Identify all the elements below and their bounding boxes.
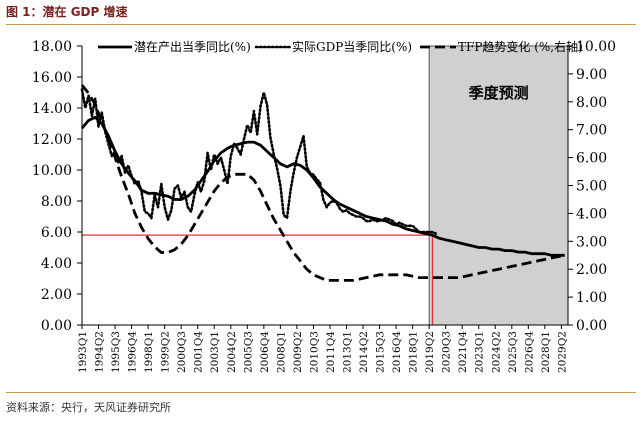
legend-label: 潜在产出当季同比(%): [134, 40, 251, 54]
right-tick-label: 8.00: [576, 95, 607, 111]
right-tick-label: 4.00: [576, 206, 607, 222]
series-actual-gdp: [80, 88, 438, 235]
right-tick-label: 10.00: [576, 39, 616, 55]
x-tick-label: 2013Q1: [341, 331, 353, 373]
left-tick-label: 2.00: [41, 287, 72, 303]
x-tick-label: 2023Q1: [474, 331, 486, 373]
gdp-chart: 季度预测 0.00 2.00 4.00 6.00 8.00 10.00 12.00 14.00…: [32, 39, 616, 373]
x-tick-label: 2008Q1: [275, 331, 287, 373]
x-tick-label: 2011Q4: [325, 331, 337, 373]
x-tick-label: 1996Q4: [127, 331, 139, 373]
right-tick-label: 2.00: [576, 262, 607, 278]
x-tick-label: 2025Q3: [507, 331, 519, 373]
right-tick-label: 5.00: [576, 179, 607, 195]
right-tick-label: 0.00: [576, 318, 607, 334]
x-tick-label: 2019Q2: [424, 331, 436, 373]
left-tick-label: 0.00: [41, 318, 72, 334]
left-tick-label: 4.00: [41, 256, 72, 272]
right-tick-label: 6.00: [576, 151, 607, 167]
right-tick-label: 7.00: [576, 123, 607, 139]
x-tick-label: 1999Q2: [160, 331, 172, 373]
reference-lines: [82, 234, 434, 325]
left-tick-label: 14.00: [32, 101, 72, 117]
x-tick-label: 1994Q2: [94, 331, 106, 373]
x-tick-label: 1998Q1: [143, 331, 155, 373]
series-layer: [80, 84, 565, 282]
x-tick-label: 1993Q1: [77, 331, 89, 373]
x-tick-label: 2005Q3: [242, 331, 254, 373]
legend-label: 实际GDP当季同比(%): [292, 39, 412, 54]
x-tick-label: 2006Q4: [259, 331, 271, 373]
left-tick-label: 16.00: [32, 70, 72, 86]
x-tick-label: 2021Q4: [457, 331, 469, 373]
plot-background: 季度预测: [428, 45, 569, 326]
left-tick-label: 12.00: [32, 132, 72, 148]
right-tick-label: 3.00: [576, 234, 607, 250]
x-tick-label: 2014Q2: [358, 331, 370, 373]
source-note: 资料来源：央行，天风证券研究所: [6, 401, 171, 414]
top-rule: [6, 24, 636, 25]
bottom-rule: [6, 392, 636, 393]
right-tick-label: 1.00: [576, 290, 607, 306]
figure-title: 图 1：潜在 GDP 增速: [6, 5, 128, 19]
x-tick-label: 1995Q3: [110, 331, 122, 373]
x-tick-label: 2001Q4: [193, 331, 205, 373]
x-tick-label: 2009Q2: [292, 331, 304, 373]
x-tick-label: 2028Q1: [540, 331, 552, 373]
legend: 潜在产出当季同比(%) 实际GDP当季同比(%) TFP趋势变化 (%,右轴): [98, 39, 583, 54]
left-tick-label: 10.00: [32, 163, 72, 179]
left-tick-label: 18.00: [32, 39, 72, 55]
x-tick-label: 2018Q1: [408, 331, 420, 373]
x-tick-label: 2024Q2: [490, 331, 502, 373]
x-tick-label: 2010Q3: [308, 331, 320, 373]
x-tick-label: 2026Q4: [523, 331, 535, 373]
x-tick-label: 2003Q1: [209, 331, 221, 373]
x-tick-label: 2000Q3: [176, 331, 188, 373]
right-tick-label: 9.00: [576, 67, 607, 83]
x-tick-label: 2020Q3: [441, 331, 453, 373]
x-tick-label: 2029Q2: [556, 331, 568, 373]
x-tick-label: 2015Q3: [375, 331, 387, 373]
x-tick-label: 2004Q2: [226, 331, 238, 373]
series-tfp-trend: [80, 84, 565, 282]
x-tick-label: 2016Q4: [391, 331, 403, 373]
forecast-label: 季度预测: [469, 84, 529, 102]
axes: 0.00 2.00 4.00 6.00 8.00 10.00 12.00 14.00 16.00…: [32, 39, 616, 373]
left-tick-label: 8.00: [41, 194, 72, 210]
left-tick-label: 6.00: [41, 225, 72, 241]
legend-label: TFP趋势变化 (%,右轴): [458, 39, 583, 54]
